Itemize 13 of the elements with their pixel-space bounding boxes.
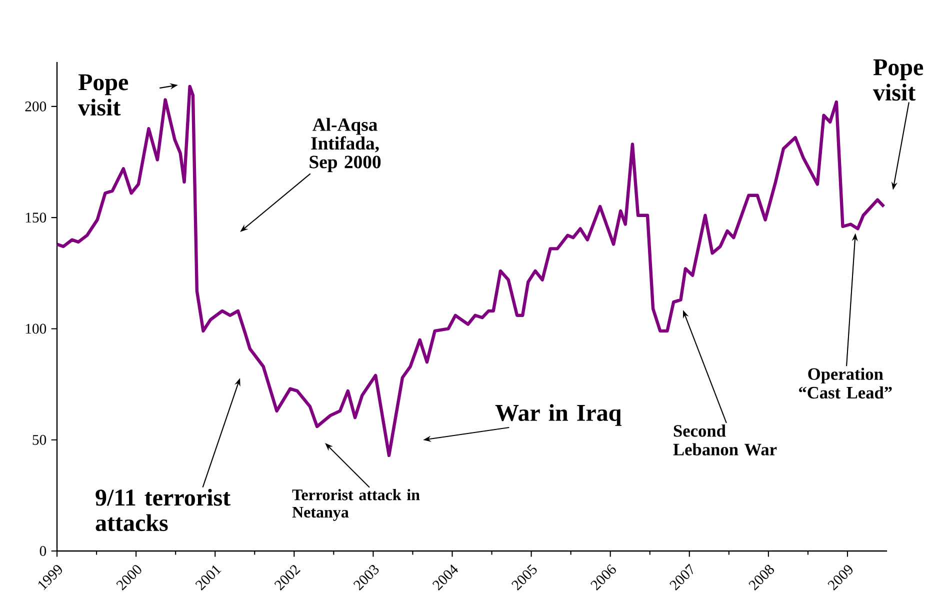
y-tick-label: 0: [40, 546, 46, 556]
annotation: Second Lebanon War: [673, 424, 777, 456]
y-tick-label: 50: [32, 434, 46, 445]
annotation: Operation “Cast Lead”: [799, 368, 892, 399]
annotation: Pope visit: [872, 59, 924, 101]
y-tick-label: 100: [26, 324, 46, 334]
annotation: Al-Aqsa Intifada, Sep 2000: [310, 118, 381, 172]
annotation: Pope visit: [78, 74, 128, 116]
annotation: War in Iraq: [495, 404, 622, 426]
annotation: 9/11 terrorist attacks: [96, 488, 230, 532]
y-tick-label: 200: [25, 102, 46, 112]
annotation: Terrorist attack in Netanya: [292, 489, 420, 521]
y-tick-label: 150: [26, 212, 46, 223]
